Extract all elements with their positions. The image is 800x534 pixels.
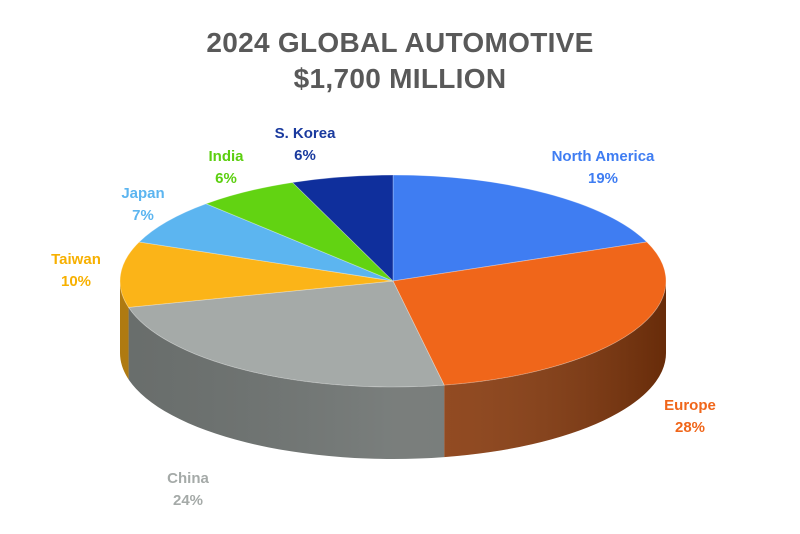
pie-side-shade	[120, 281, 666, 459]
pie-slice-north-america	[392, 174, 648, 282]
chart-title: 2024 GLOBAL AUTOMOTIVE	[206, 27, 594, 58]
label-china: China	[167, 470, 209, 487]
label-europe: Europe	[664, 397, 716, 414]
label-north-america: North America	[552, 148, 655, 165]
pie-labels: North America 19% Europe 28% China 24% Taiwan 1…	[51, 125, 716, 509]
label-s-korea: S. Korea	[275, 125, 337, 142]
percent-china: 24%	[173, 492, 203, 509]
pie-slices	[119, 174, 667, 388]
pie-slice-europe	[392, 241, 667, 386]
percent-europe: 28%	[675, 419, 705, 436]
pie-slice-japan	[138, 203, 394, 282]
pie-slice-s-korea	[291, 174, 394, 282]
label-india: India	[208, 148, 244, 165]
percent-s-korea: 6%	[294, 147, 316, 164]
label-japan: Japan	[121, 185, 164, 202]
label-taiwan: Taiwan	[51, 251, 101, 268]
chart-subtitle: $1,700 MILLION	[293, 63, 507, 94]
percent-india: 6%	[215, 170, 237, 187]
pie-slice-india	[205, 182, 394, 282]
percent-north-america: 19%	[588, 170, 618, 187]
pie-sides	[120, 281, 666, 459]
percent-taiwan: 10%	[61, 273, 91, 290]
pie-slice-taiwan	[119, 241, 394, 308]
pie-slice-china	[127, 280, 445, 388]
percent-japan: 7%	[132, 207, 154, 224]
